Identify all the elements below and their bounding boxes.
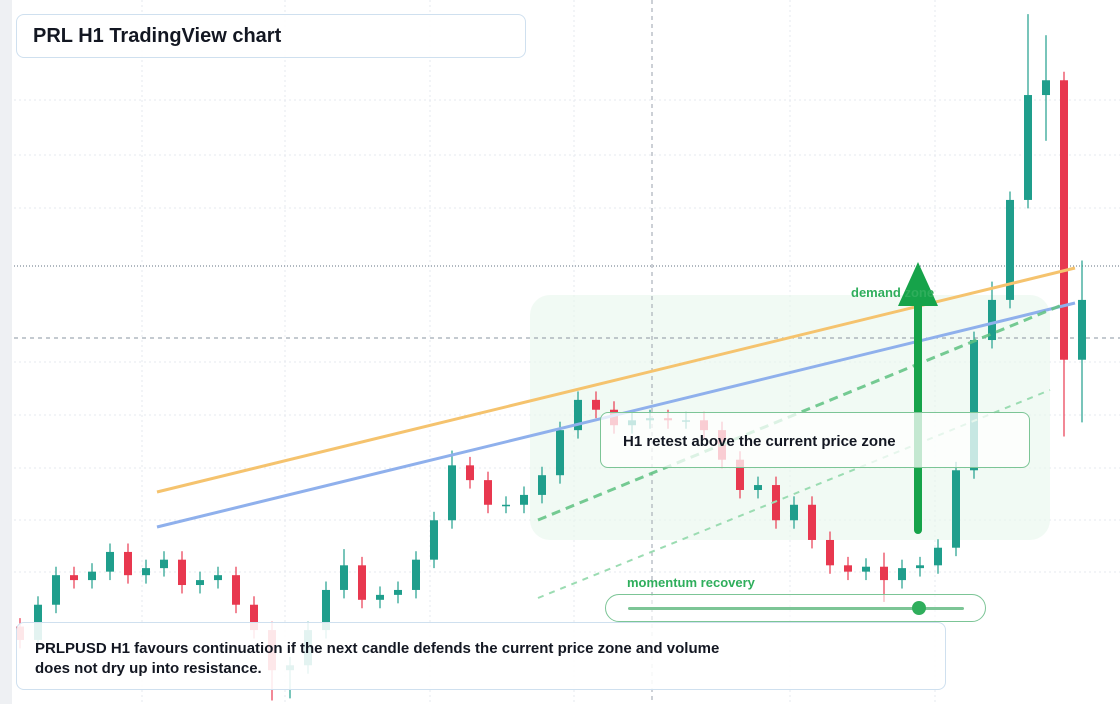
candle-body [970,340,978,471]
candle-body [250,604,258,631]
candle-body [898,568,906,581]
trend-dashed [537,303,1063,522]
title: PRL H1 TradingView chart [33,25,282,47]
candle-body [484,480,492,505]
candle-body [538,475,546,495]
candle-body [448,465,456,521]
candle-body [574,399,582,431]
candle-body [358,565,366,600]
candle-body [1078,299,1086,360]
caption-box: PRLPUSD H1 favours continuation if the n… [16,622,946,690]
candle-body [322,589,330,631]
candle-body [934,547,942,566]
candle-body [88,571,96,581]
left-edge [0,0,12,704]
candle-body [772,485,780,521]
candle-body [754,485,762,490]
candle-body [70,575,78,581]
candle-body [1042,80,1050,96]
candle-body [1024,95,1032,200]
candle-body [862,566,870,572]
candle-body [160,559,168,569]
candle-body [376,594,384,600]
slider[interactable] [605,594,986,622]
candle-body [826,539,834,566]
candle-body [412,559,420,590]
candle-body [844,565,852,572]
candle-body [952,470,960,548]
annotation: H1 retest above the current price zone [623,433,896,450]
candle-body [214,575,222,581]
candle-body [988,299,996,341]
candle-body [916,565,924,569]
candle-body [502,504,510,507]
slider-knob[interactable] [912,601,926,615]
candle-body [232,575,240,605]
annotation: demand zone [851,285,935,300]
candle-body [736,459,744,490]
candle-body [808,504,816,540]
candle-body [1060,80,1068,360]
candle-body [394,589,402,595]
candle-body [52,575,60,605]
candle-body [178,559,186,586]
candle-body [430,520,438,560]
candle-body [790,504,798,521]
candle-body [1006,199,1014,300]
candle-body [340,565,348,590]
candle-body [520,494,528,505]
caption: PRLPUSD H1 favours continuation if the n… [35,640,720,677]
candle-body [880,566,888,581]
candle-body [196,580,204,586]
candle-body [142,568,150,576]
candle-body [466,465,474,481]
candle-body [124,551,132,576]
candle-body [106,551,114,572]
candle-body [592,399,600,410]
annotation: momentum recovery [627,575,755,590]
arrow-head [898,262,938,306]
annotation-box: H1 retest above the current price zone [600,412,1030,468]
title-box: PRL H1 TradingView chart [16,14,526,58]
slider-track [628,607,964,610]
candle-body [556,430,564,476]
